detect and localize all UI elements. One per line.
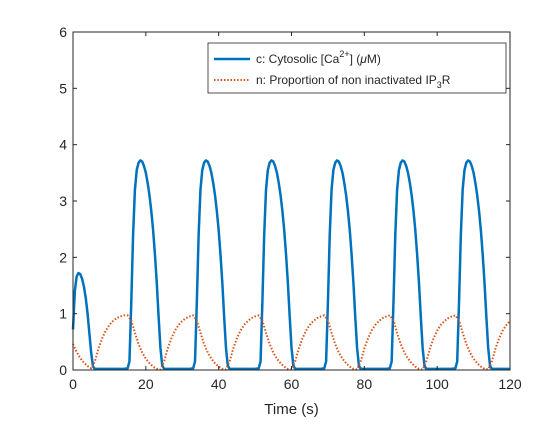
- y-tick-label: 2: [59, 249, 67, 265]
- x-tick-label: 120: [498, 376, 522, 392]
- y-tick-label: 3: [59, 193, 67, 209]
- y-tick-label: 6: [59, 24, 67, 40]
- series-line-c: [71, 159, 510, 371]
- x-tick-label: 20: [138, 376, 154, 392]
- y-tick-label: 5: [59, 80, 67, 96]
- legend-entry-c: c: Cytosolic [Ca2+] (μM): [256, 49, 381, 66]
- legend: c: Cytosolic [Ca2+] (μM) n: Proportion o…: [207, 42, 507, 94]
- y-tick-label: 1: [59, 306, 67, 322]
- legend-entry-n: n: Proportion of non inactivated IP3R: [256, 73, 451, 90]
- x-axis-label: Time (s): [264, 401, 318, 418]
- y-tick-label: 4: [59, 137, 67, 153]
- ticks-layer: 0 20 40 60 80 100 120 0 1 2 3 4 5 6: [59, 24, 522, 392]
- x-tick-label: 0: [69, 376, 77, 392]
- legend-box: [207, 42, 507, 94]
- y-tick-label: 0: [59, 362, 67, 378]
- x-tick-label: 80: [357, 376, 373, 392]
- x-tick-label: 100: [425, 376, 449, 392]
- x-tick-label: 40: [211, 376, 227, 392]
- x-tick-label: 60: [284, 376, 300, 392]
